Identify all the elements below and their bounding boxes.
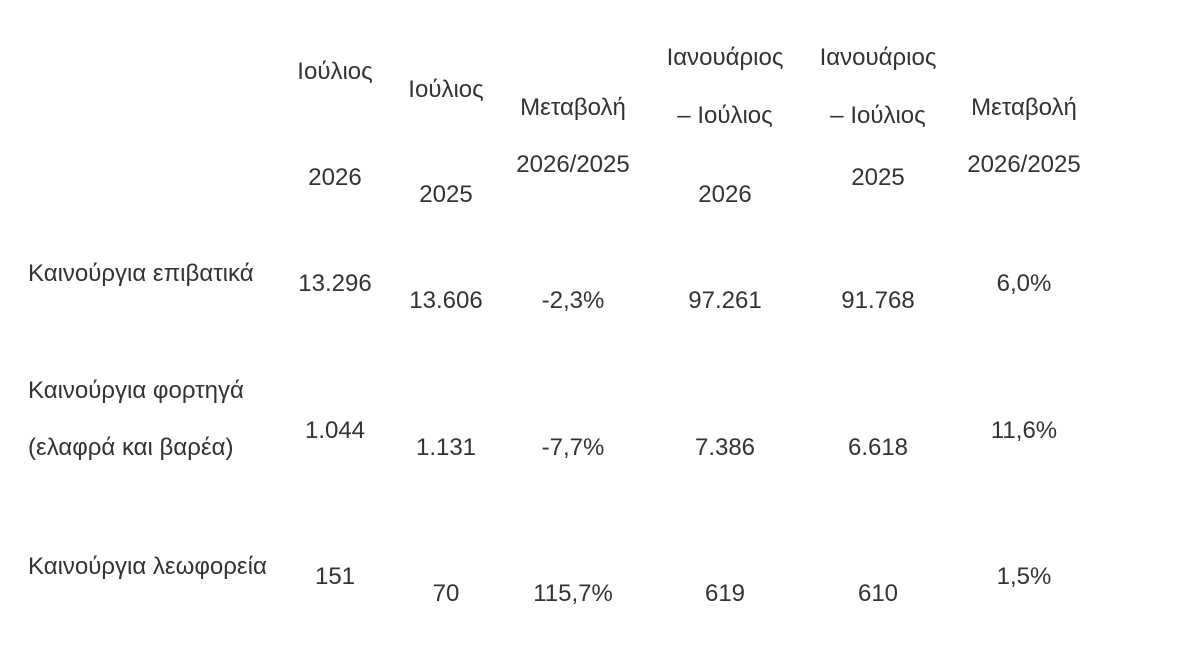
cell-value: -7,7% bbox=[541, 434, 605, 461]
cell-value: 610 bbox=[857, 580, 899, 607]
cell-value: 13.606 bbox=[409, 287, 483, 314]
cell-value: 7.386 bbox=[694, 434, 756, 461]
cell-value: 1,5% bbox=[996, 563, 1052, 590]
cell-value: 70 bbox=[432, 580, 460, 607]
cell-value: 11,6% bbox=[990, 417, 1058, 444]
cell-value: 619 bbox=[704, 580, 746, 607]
column-header: 2026/2025 bbox=[967, 151, 1081, 178]
cell-value: 115,7% bbox=[533, 580, 613, 607]
column-header: Ιανουάριος bbox=[819, 44, 937, 71]
row-label: Καινούργια λεωφορεία bbox=[28, 553, 267, 580]
cell-value: 6.618 bbox=[847, 434, 909, 461]
column-header: 2025 bbox=[419, 181, 473, 208]
cell-value: 6,0% bbox=[996, 270, 1052, 297]
column-header: 2026 bbox=[698, 181, 752, 208]
cell-value: 1.131 bbox=[415, 434, 477, 461]
column-header: – Ιούλιος bbox=[830, 102, 926, 129]
column-header: 2026 bbox=[308, 164, 362, 191]
row-label: Καινούργια επιβατικά bbox=[28, 260, 254, 287]
cell-value: 13.296 bbox=[298, 270, 372, 297]
column-header: Ιανουάριος bbox=[666, 44, 784, 71]
column-header: Ιούλιος bbox=[408, 76, 484, 103]
cell-value: 1.044 bbox=[304, 417, 366, 444]
column-header: Μεταβολή bbox=[971, 94, 1077, 121]
row-label: Καινούργια φορτηγά (ελαφρά και βαρέα) bbox=[28, 377, 244, 461]
cell-value: 91.768 bbox=[841, 287, 915, 314]
column-header: Ιούλιος bbox=[297, 58, 373, 85]
cell-value: 151 bbox=[314, 563, 356, 590]
column-header: Μεταβολή bbox=[520, 94, 626, 121]
column-header: – Ιούλιος bbox=[677, 102, 773, 129]
column-header: 2026/2025 bbox=[516, 151, 630, 178]
column-header: 2025 bbox=[851, 164, 905, 191]
cell-value: 97.261 bbox=[688, 287, 762, 314]
cell-value: -2,3% bbox=[541, 287, 605, 314]
